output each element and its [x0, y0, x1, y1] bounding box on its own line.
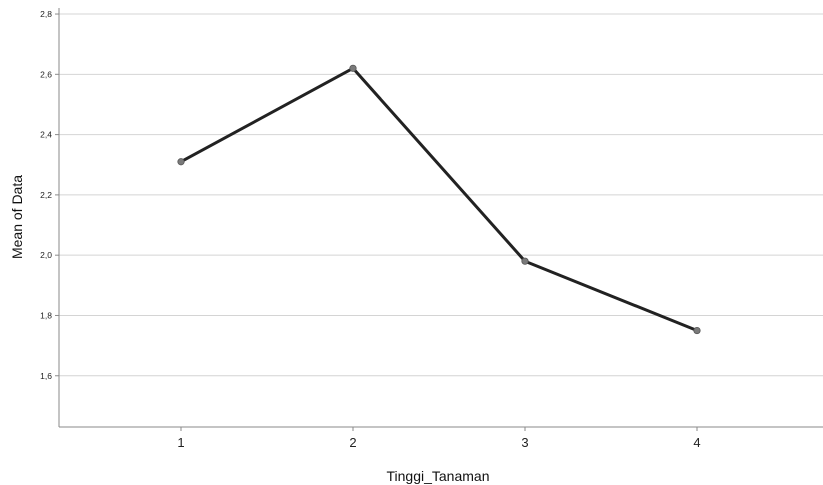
data-point — [177, 158, 185, 166]
y-tick-label: 2,0 — [40, 250, 52, 260]
y-tick-label: 2,4 — [40, 130, 52, 140]
data-point — [693, 326, 701, 335]
axes — [58, 8, 823, 428]
y-tick-label: 1,6 — [40, 371, 52, 381]
series-line — [179, 66, 699, 333]
x-tick-label: 3 — [521, 435, 528, 450]
y-tick-label: 2,8 — [40, 9, 52, 19]
x-tick-labels: 1 2 3 4 — [177, 427, 701, 450]
y-tick-label: 2,2 — [40, 190, 52, 200]
y-tick-label: 1,8 — [40, 310, 52, 320]
y-axis-label: Mean of Data — [9, 175, 25, 259]
series — [177, 64, 701, 335]
x-tick-label: 2 — [349, 435, 356, 450]
x-axis-label: Tinggi_Tanaman — [387, 468, 490, 484]
data-point — [349, 64, 357, 72]
grid-lines — [59, 13, 823, 377]
x-tick-label: 1 — [177, 435, 184, 450]
y-tick-label: 2,6 — [40, 69, 52, 79]
x-tick-label: 4 — [693, 435, 700, 450]
data-point — [521, 257, 529, 265]
y-tick-labels: 1,6 1,8 2,0 2,2 2,4 2,6 2,8 — [40, 9, 59, 381]
